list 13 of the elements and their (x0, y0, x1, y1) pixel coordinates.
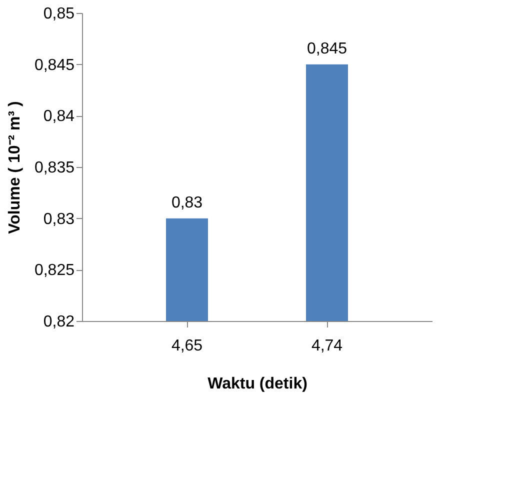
data-label: 0,83 (171, 194, 203, 212)
x-tick-label: 4,74 (311, 338, 343, 354)
y-axis-title: Volume ( 10⁻² m³ ) (6, 101, 24, 234)
y-tick-label: 0,84 (43, 108, 75, 126)
y-tick-label: 0,82 (43, 314, 75, 330)
x-tick-label: 4,65 (171, 338, 203, 354)
data-label: 0,845 (306, 40, 348, 58)
y-tick-label: 0,825 (34, 262, 75, 280)
y-tick-label: 0,845 (34, 56, 75, 74)
x-axis-title: Waktu (detik) (208, 376, 308, 392)
y-tick-label: 0,835 (34, 160, 75, 176)
y-tick-label: 0,83 (43, 210, 75, 228)
y-tick-label: 0,85 (43, 6, 75, 22)
